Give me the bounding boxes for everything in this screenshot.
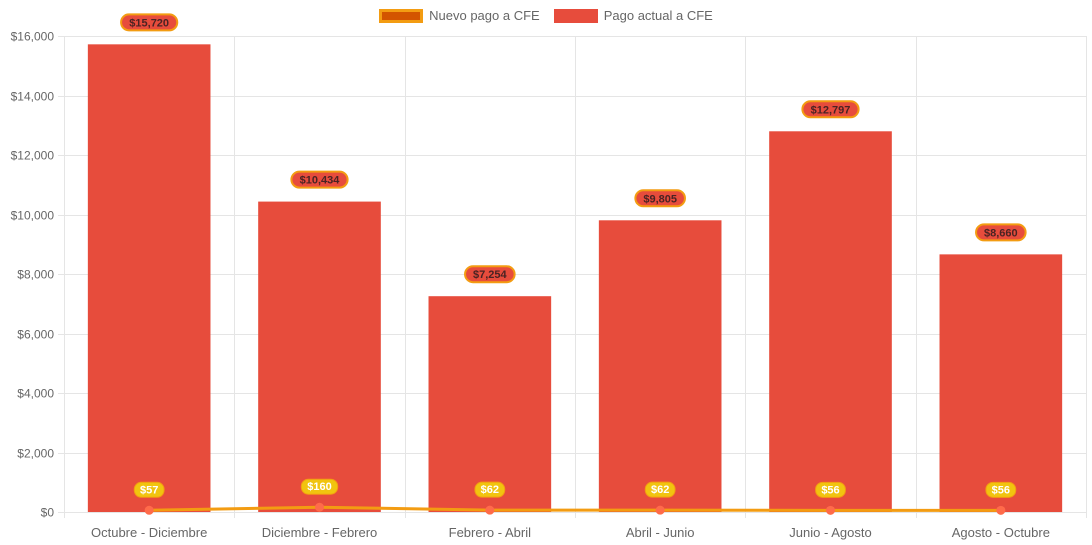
y-tick-label: $10,000 (11, 209, 55, 223)
x-tick-label: Abril - Junio (626, 525, 695, 540)
bar-data-label-bg (975, 223, 1027, 242)
bar[interactable] (258, 201, 381, 512)
line-point[interactable] (996, 505, 1006, 515)
y-tick-label: $4,000 (17, 387, 54, 401)
bar-data-label-bg (120, 13, 179, 32)
y-tick-label: $6,000 (17, 328, 54, 342)
line-data-label: $57 (140, 484, 158, 496)
x-tick-label: Febrero - Abril (449, 525, 531, 540)
x-tick-label: Junio - Agosto (789, 525, 871, 540)
x-tick-label: Diciembre - Febrero (262, 525, 378, 540)
line-data-label-bg (815, 481, 846, 498)
bar-data-label-bg (801, 100, 860, 119)
line-data-label: $56 (821, 484, 839, 496)
bar[interactable] (769, 131, 892, 512)
line-data-label-bg (133, 481, 165, 498)
bar-data-label: $8,660 (984, 227, 1018, 239)
legend-label-nuevo-pago: Nuevo pago a CFE (429, 8, 540, 23)
bar-data-label-bg (290, 170, 349, 189)
line-data-label: $160 (307, 481, 331, 493)
y-tick-label: $14,000 (11, 90, 55, 104)
legend-item-nuevo-pago[interactable]: Nuevo pago a CFE (379, 8, 540, 23)
legend-swatch-nuevo-pago (379, 8, 424, 23)
bar[interactable] (939, 254, 1063, 513)
line-point[interactable] (826, 505, 835, 515)
line-point[interactable] (144, 505, 154, 515)
legend-swatch-pago-actual (553, 8, 598, 23)
bar[interactable] (598, 220, 722, 512)
legend-item-pago-actual[interactable]: Pago actual a CFE (553, 8, 713, 23)
line-point[interactable] (315, 502, 324, 512)
bar[interactable] (428, 296, 552, 512)
x-tick-label: Agosto - Octubre (952, 525, 1050, 540)
line-data-label-bg (474, 481, 506, 498)
line-data-label: $62 (651, 484, 669, 496)
bar[interactable] (87, 44, 211, 513)
y-tick-label: $16,000 (11, 30, 55, 44)
bar-data-label: $10,434 (300, 175, 341, 187)
line-point[interactable] (655, 505, 665, 515)
legend-label-pago-actual: Pago actual a CFE (603, 8, 713, 23)
line-point[interactable] (485, 505, 495, 515)
x-tick-label: Octubre - Diciembre (91, 525, 207, 540)
line-data-label-bg (644, 481, 676, 498)
line-data-label-bg (300, 478, 339, 495)
legend: Nuevo pago a CFE Pago actual a CFE (0, 8, 1092, 23)
bar-data-label: $15,720 (129, 17, 169, 29)
bar-data-label-bg (634, 189, 686, 208)
line-data-label: $56 (992, 484, 1010, 496)
y-tick-label: $8,000 (17, 268, 54, 282)
series-line-nuevo-pago (149, 505, 1001, 512)
bar-data-label: $12,797 (811, 104, 851, 116)
line-data-label: $62 (481, 484, 499, 496)
bar-data-label-bg (464, 265, 516, 284)
y-tick-label: $0 (41, 506, 55, 520)
bar-data-label: $7,254 (473, 269, 508, 281)
bar-data-label: $9,805 (643, 193, 677, 205)
y-tick-label: $2,000 (17, 447, 54, 461)
y-tick-label: $12,000 (11, 149, 55, 163)
line-data-label-bg (985, 481, 1017, 498)
